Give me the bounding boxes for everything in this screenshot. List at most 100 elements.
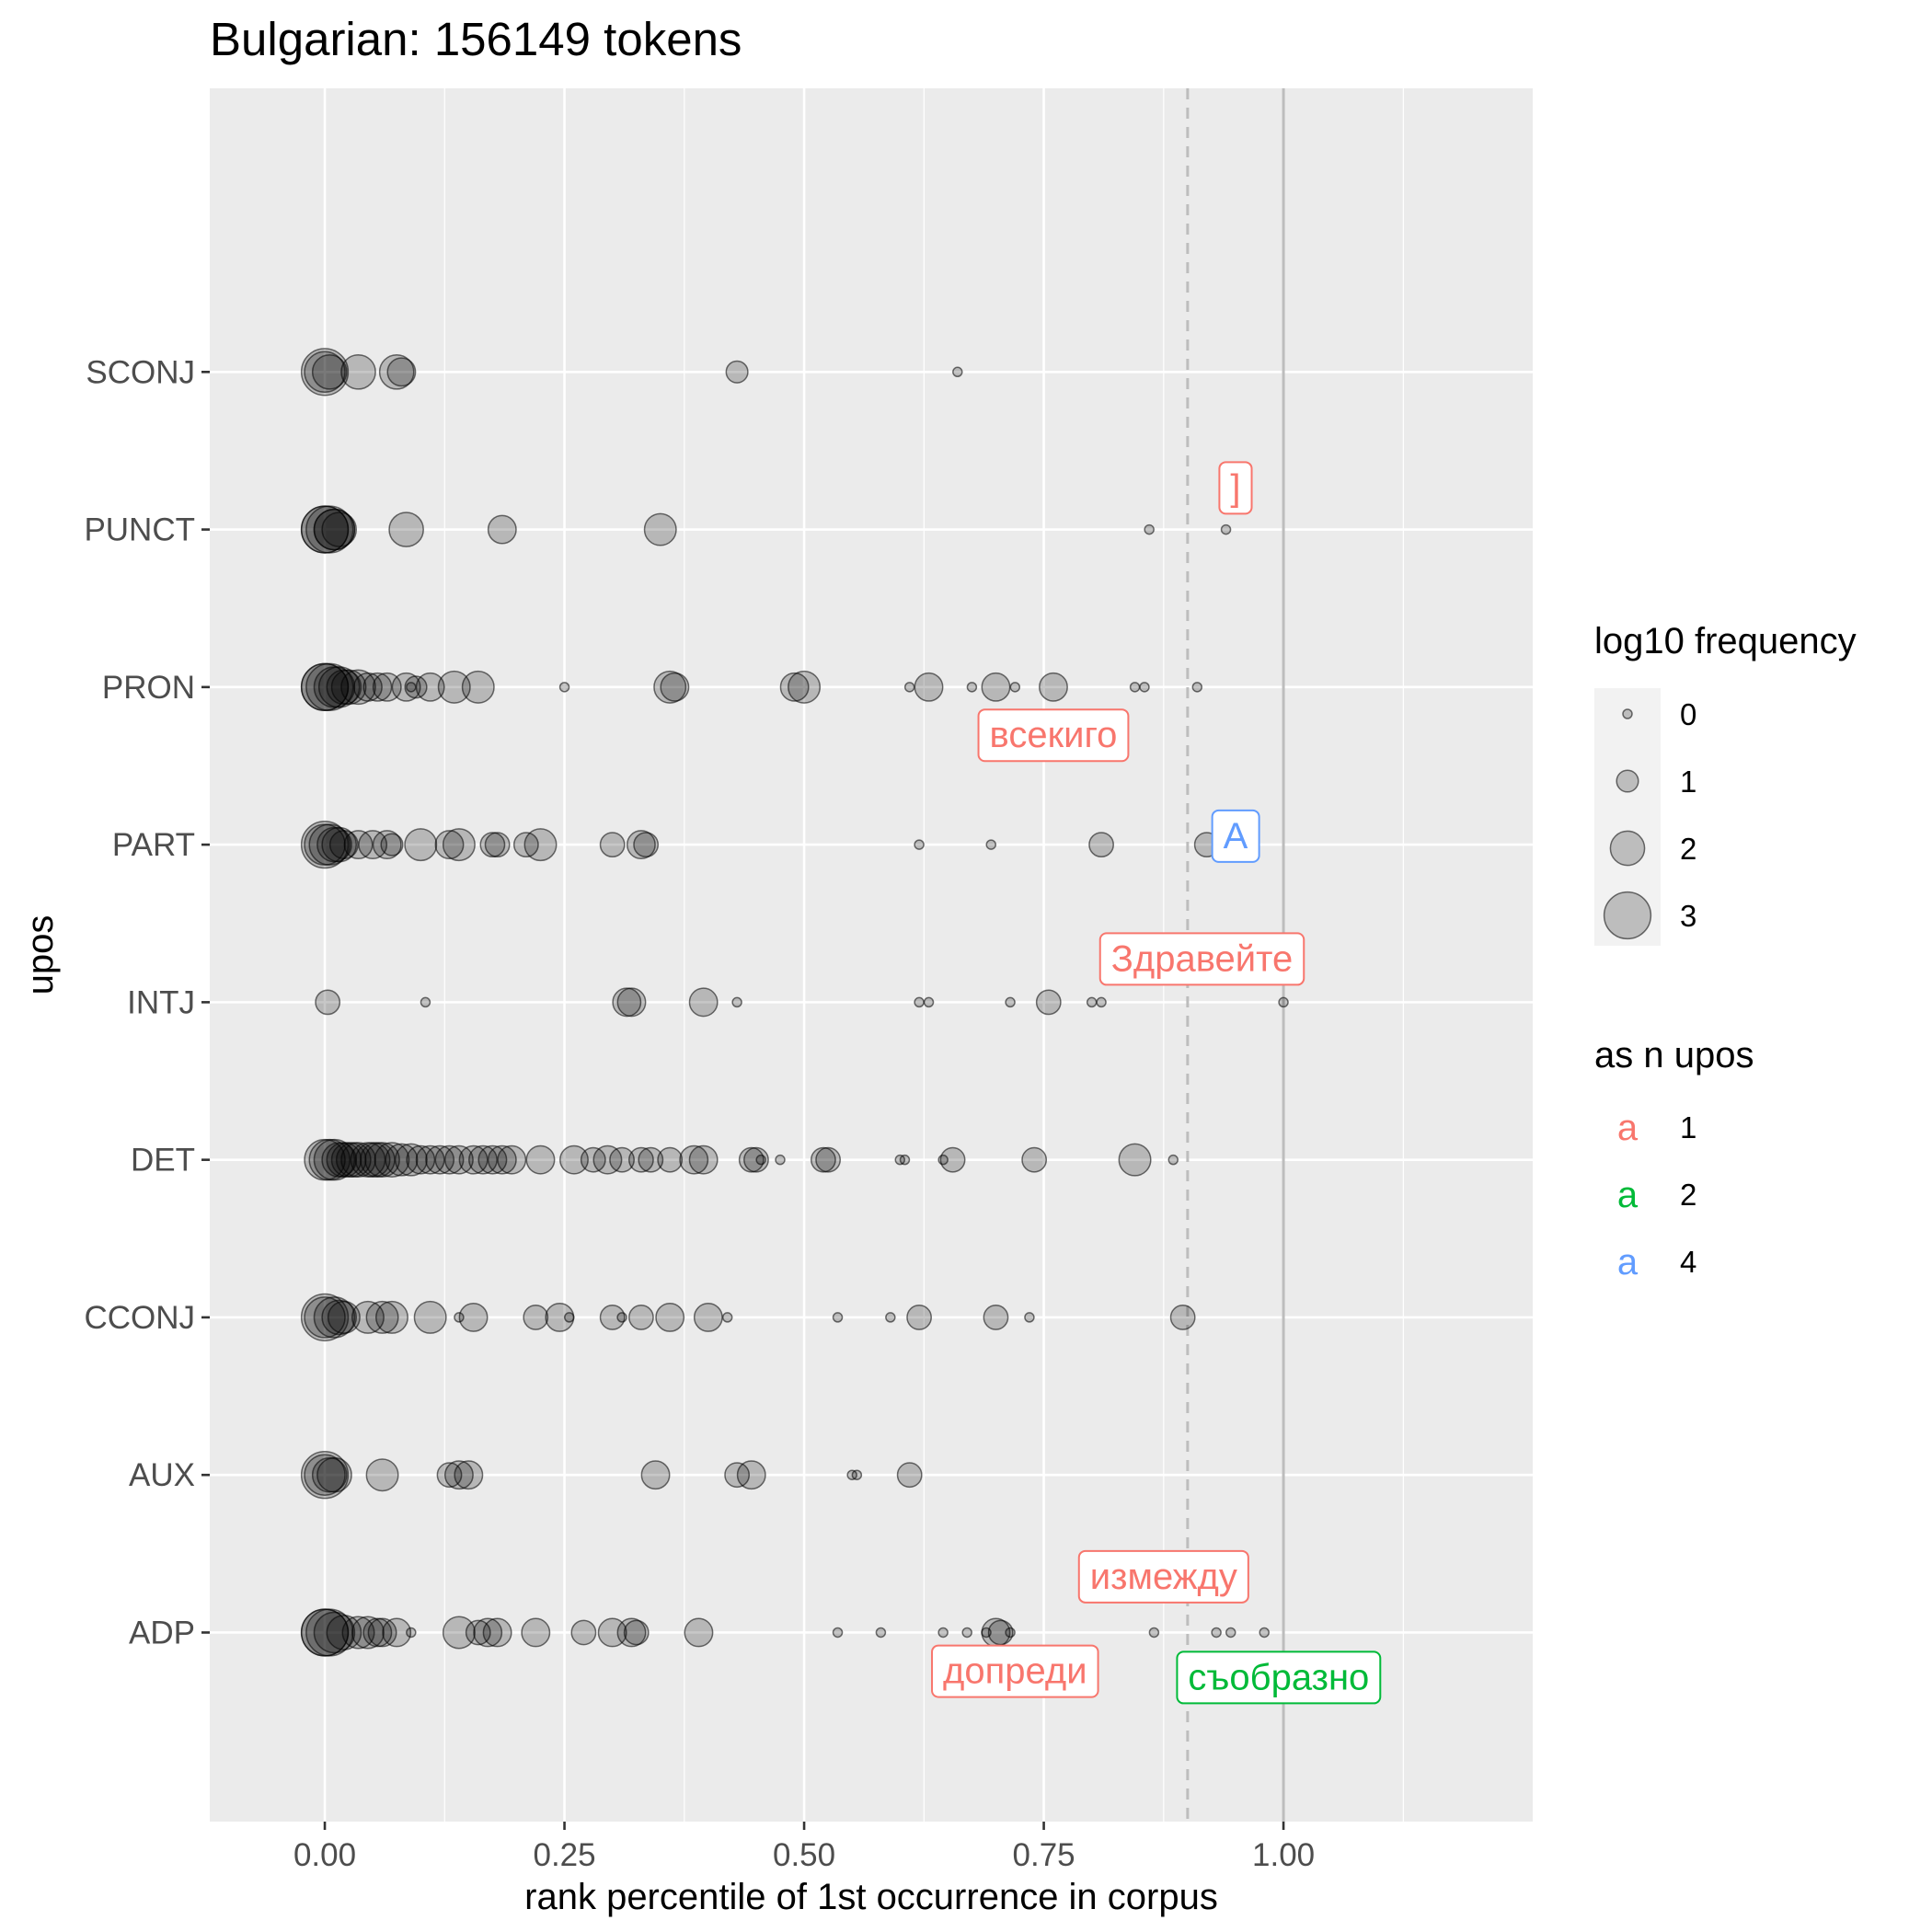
annotation-box <box>1211 809 1260 863</box>
data-point <box>832 1627 844 1639</box>
legend-size-label: 1 <box>1680 765 1696 799</box>
data-point <box>321 512 358 547</box>
data-point <box>679 1144 709 1175</box>
data-point <box>655 1302 685 1332</box>
data-point <box>564 1312 575 1323</box>
data-point <box>731 996 742 1008</box>
annotation-text: допреди <box>943 1651 1087 1692</box>
y-axis: ADP AUX CCONJ DET INTJ PART PRON PUNCT SCONJ <box>84 354 210 1650</box>
annotation-label: всекиго <box>977 708 1130 763</box>
data-points <box>300 348 1289 1657</box>
data-point <box>406 1627 417 1639</box>
data-point <box>362 672 393 702</box>
data-point <box>304 1454 346 1496</box>
data-point <box>304 351 346 394</box>
data-point <box>443 1460 474 1490</box>
data-point <box>937 1627 949 1639</box>
data-point <box>906 1305 933 1330</box>
data-point <box>559 1144 589 1175</box>
y-tick-label: PART <box>112 827 195 863</box>
data-point <box>327 1300 361 1334</box>
data-point <box>628 1146 654 1173</box>
data-point <box>1139 682 1150 693</box>
legend-color-title: as n upos <box>1594 1035 1754 1075</box>
data-point <box>365 1458 399 1492</box>
data-point <box>317 666 361 708</box>
data-point <box>983 1305 1009 1330</box>
legend-size-label: 0 <box>1680 697 1696 731</box>
data-point <box>851 1469 863 1480</box>
data-point <box>434 830 465 860</box>
legend-size-key <box>1609 830 1646 867</box>
data-point <box>473 1617 503 1648</box>
annotation-box <box>1077 1549 1249 1604</box>
data-point <box>461 670 495 704</box>
data-point <box>1191 682 1203 693</box>
data-point <box>688 1144 719 1175</box>
major-gridlines <box>210 88 1533 1822</box>
data-point <box>736 1460 766 1490</box>
data-point <box>592 1144 623 1175</box>
data-point <box>512 832 539 858</box>
data-point <box>1035 989 1062 1016</box>
x-tick-label: 0.50 <box>773 1837 835 1873</box>
data-point <box>725 360 749 384</box>
annotation-text: всекиго <box>990 715 1118 755</box>
chart-title: Bulgarian: 156149 tokens <box>210 13 742 65</box>
data-point <box>525 1144 556 1175</box>
data-point <box>657 1146 684 1173</box>
data-point <box>815 1146 842 1173</box>
legend-size-key <box>1616 769 1639 793</box>
data-point <box>1167 1154 1179 1166</box>
data-point <box>454 1460 484 1490</box>
legend-size-key <box>1622 708 1633 719</box>
data-point <box>364 1142 400 1179</box>
data-point <box>1220 523 1232 535</box>
data-point <box>981 672 1011 702</box>
data-point <box>1039 672 1068 702</box>
data-point <box>1005 996 1016 1008</box>
data-point <box>693 1302 723 1332</box>
data-point <box>755 1154 766 1166</box>
data-point <box>914 996 925 1008</box>
data-point <box>939 1146 966 1173</box>
data-point <box>434 1144 465 1175</box>
annotation-text: измежду <box>1090 1557 1237 1597</box>
x-tick-label: 0.00 <box>293 1837 356 1873</box>
legend-color-key: a <box>1617 1242 1639 1282</box>
data-point <box>923 996 935 1008</box>
data-point <box>313 1611 356 1654</box>
data-point <box>313 1296 356 1339</box>
data-point <box>315 989 341 1016</box>
data-point <box>1148 1627 1160 1639</box>
y-tick-label: SCONJ <box>86 354 195 390</box>
data-point <box>985 839 997 850</box>
legend-size-key-background <box>1594 688 1661 946</box>
data-point <box>570 1619 597 1646</box>
data-point <box>623 1619 650 1646</box>
data-point <box>420 996 431 1008</box>
data-point <box>316 1456 352 1493</box>
data-point <box>640 1460 671 1490</box>
data-point <box>616 987 647 1018</box>
data-point <box>1144 523 1155 535</box>
data-point <box>388 512 424 547</box>
annotation-label: A <box>1211 809 1260 863</box>
data-point <box>487 1144 517 1175</box>
data-point <box>1009 682 1021 693</box>
data-point <box>374 1142 410 1179</box>
annotation-label: допреди <box>931 1644 1099 1698</box>
annotation-label: измежду <box>1077 1549 1249 1604</box>
data-point <box>1259 1627 1270 1639</box>
data-point <box>660 672 690 702</box>
data-point <box>311 353 348 390</box>
data-point <box>380 833 404 857</box>
data-point <box>616 1617 647 1648</box>
data-point <box>382 1617 412 1648</box>
data-point <box>688 987 719 1018</box>
data-point <box>326 1615 362 1650</box>
legend-color-label: 1 <box>1680 1110 1696 1144</box>
legend-color-label: 4 <box>1680 1245 1696 1279</box>
data-point <box>638 1146 664 1173</box>
